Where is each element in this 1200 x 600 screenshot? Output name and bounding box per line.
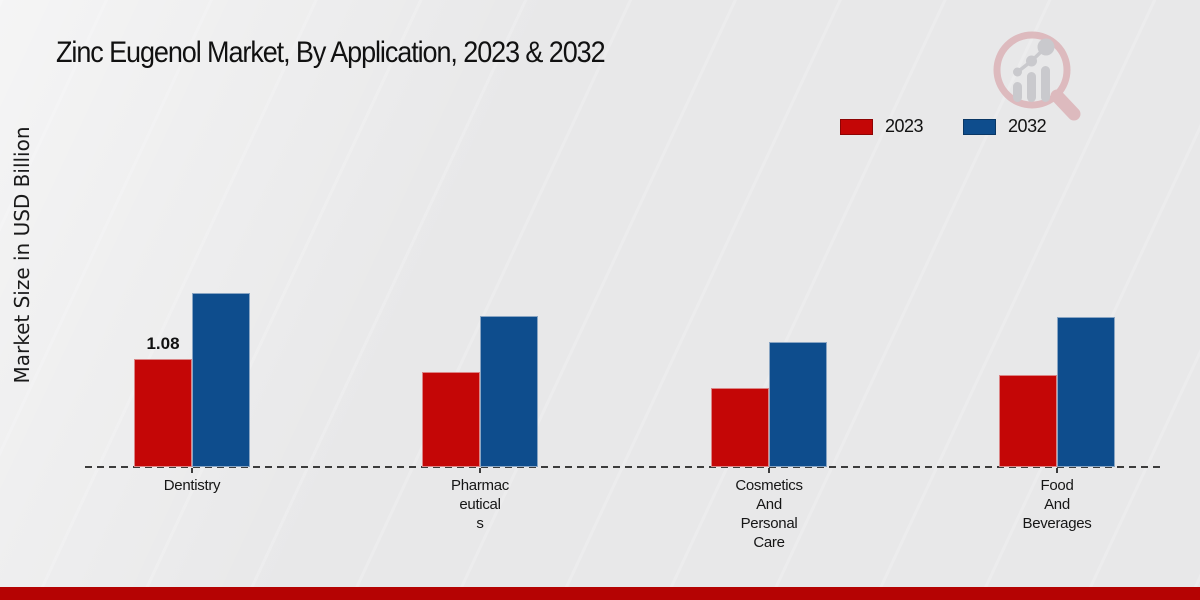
bar-2032-food-and-beverages	[1057, 317, 1115, 467]
magnifier-bar-chart-logo	[993, 31, 1081, 121]
legend-item-2032: 2032	[963, 116, 1047, 137]
x-tick-cosmetics-and-personal-care	[768, 468, 770, 473]
legend-label-2032: 2032	[1008, 116, 1047, 136]
legend: 2023 2032	[840, 116, 1047, 137]
x-label-food-and-beverages: Food And Beverages	[1022, 477, 1092, 532]
x-label-pharmaceuticals: Pharmac eutical s	[451, 477, 509, 532]
chart-title: Zinc Eugenol Market, By Application, 202…	[56, 36, 606, 69]
x-label-dentistry: Dentistry	[163, 477, 221, 494]
x-axis-baseline	[85, 466, 1163, 468]
legend-label-2023: 2023	[885, 116, 924, 136]
legend-swatch-2032	[963, 118, 997, 135]
bottom-accent-bar	[0, 587, 1200, 600]
x-tick-food-and-beverages	[1056, 468, 1058, 473]
bar-2032-dentistry	[192, 293, 250, 467]
bar-2032-cosmetics-and-personal-care	[769, 342, 827, 467]
bar-2023-dentistry	[134, 359, 192, 467]
bar-2023-food-and-beverages	[999, 375, 1057, 467]
legend-item-2023: 2023	[840, 116, 924, 137]
legend-swatch-2023	[840, 118, 873, 135]
bar-2032-pharmaceuticals	[480, 316, 538, 467]
x-tick-pharmaceuticals	[479, 468, 481, 473]
x-tick-dentistry	[191, 468, 193, 473]
data-label-2023-dentistry: 1.08	[146, 334, 180, 353]
bar-2023-pharmaceuticals	[422, 372, 480, 467]
bar-2023-cosmetics-and-personal-care	[711, 388, 769, 467]
x-label-cosmetics-and-personal-care: Cosmetics And Personal Care	[735, 477, 803, 551]
